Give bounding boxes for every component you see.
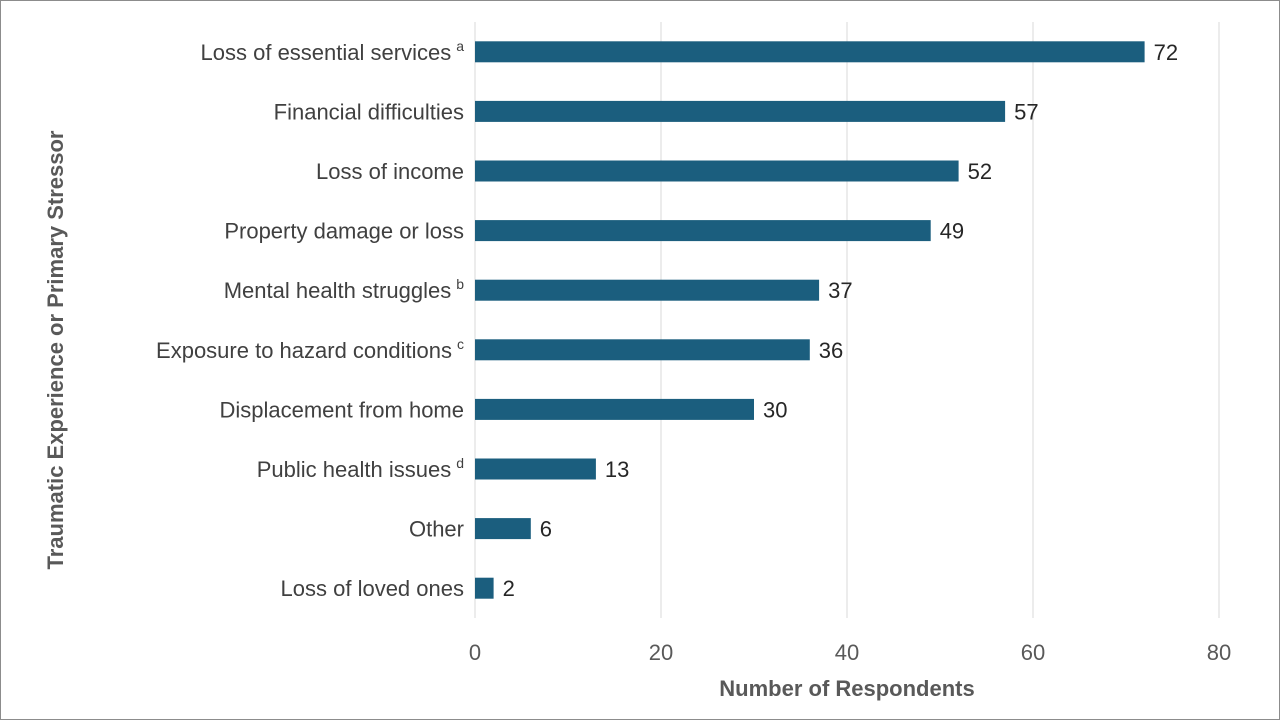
category-label-text: Other: [409, 517, 464, 542]
category-label-text: Exposure to hazard conditions: [156, 338, 452, 363]
data-label: 57: [1014, 99, 1038, 124]
x-tick-label: 60: [1021, 640, 1045, 665]
bar: [475, 398, 754, 420]
x-tick-labels: 0 20 40 60 80: [469, 640, 1231, 665]
x-tick-label: 20: [649, 640, 673, 665]
bar: [475, 577, 494, 599]
bar: [475, 279, 820, 301]
bar: [475, 41, 1145, 63]
category-label-text: Financial difficulties: [274, 99, 464, 124]
data-label: 72: [1154, 40, 1178, 65]
value-labels: 72 57 52 49 37 36 30 13 6 2: [503, 40, 1178, 601]
category-label-text: Mental health struggles: [224, 278, 451, 303]
category-label: Displacement from home: [219, 397, 464, 422]
x-tick-label: 80: [1207, 640, 1231, 665]
category-label: Exposure to hazard conditions c: [156, 336, 464, 363]
category-labels: Loss of essential services a Financial dif…: [156, 38, 464, 601]
data-label: 6: [540, 517, 552, 542]
bar: [475, 518, 531, 540]
category-label: Loss of income: [316, 159, 464, 184]
category-label: Mental health struggles b: [224, 276, 464, 303]
data-label: 36: [819, 338, 843, 363]
category-label-text: Displacement from home: [219, 397, 464, 422]
category-label-text: Loss of loved ones: [281, 576, 464, 601]
bar: [475, 220, 931, 242]
category-label-text: Property damage or loss: [224, 219, 464, 244]
category-label-text: Public health issues: [257, 457, 451, 482]
footnote-marker: a: [456, 38, 464, 54]
data-label: 52: [968, 159, 992, 184]
x-tick-label: 0: [469, 640, 481, 665]
bar: [475, 100, 1006, 122]
bars: [475, 41, 1145, 599]
category-label-text: Loss of income: [316, 159, 464, 184]
category-label-text: Loss of essential services: [201, 40, 452, 65]
data-label: 13: [605, 457, 629, 482]
bar: [475, 458, 596, 480]
bar: [475, 339, 810, 361]
category-label: Financial difficulties: [274, 99, 464, 124]
y-axis-title: Traumatic Experience or Primary Stressor: [43, 130, 68, 569]
data-label: 37: [828, 278, 852, 303]
category-label: Loss of loved ones: [281, 576, 464, 601]
data-label: 2: [503, 576, 515, 601]
x-axis-title: Number of Respondents: [719, 676, 974, 701]
x-tick-label: 40: [835, 640, 859, 665]
category-label: Property damage or loss: [224, 219, 464, 244]
category-label: Public health issues d: [257, 455, 464, 482]
category-label: Loss of essential services a: [201, 38, 465, 65]
bar: [475, 160, 959, 182]
category-label: Other: [409, 517, 464, 542]
footnote-marker: d: [456, 455, 464, 471]
data-label: 30: [763, 397, 787, 422]
data-label: 49: [940, 219, 964, 244]
footnote-marker: b: [456, 276, 464, 292]
footnote-marker: c: [457, 336, 464, 352]
